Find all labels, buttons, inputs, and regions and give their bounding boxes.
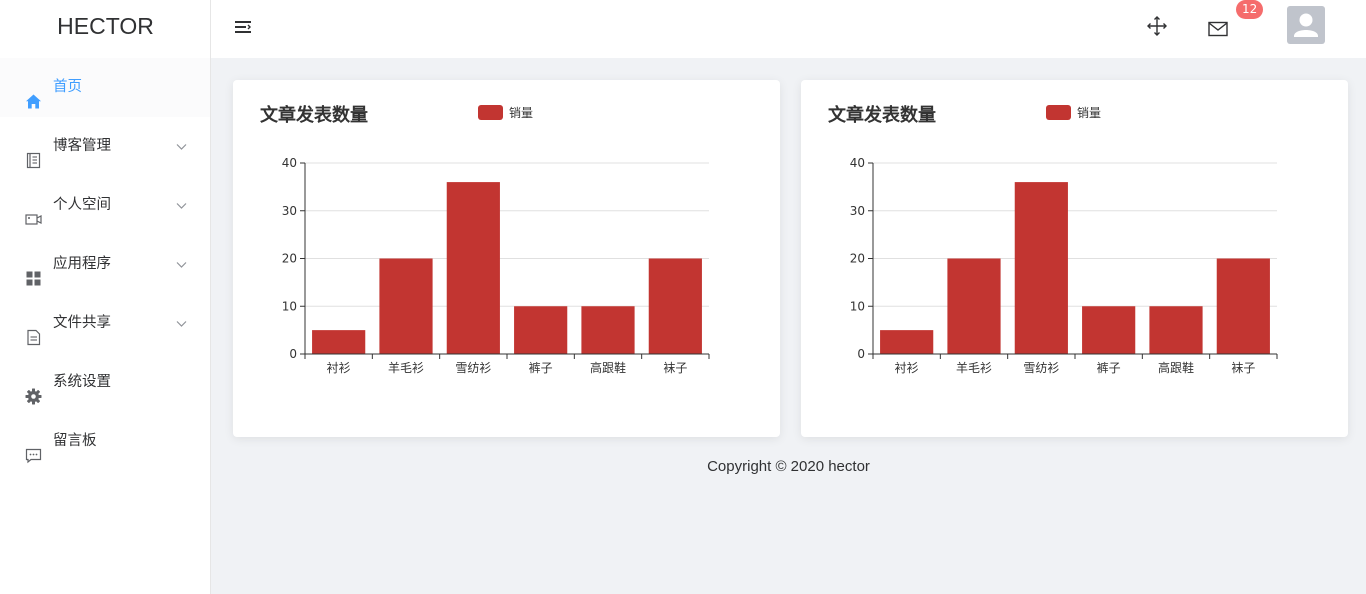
y-tick-label: 20 [850, 252, 865, 266]
bar[interactable] [312, 330, 366, 354]
x-tick-label: 羊毛衫 [388, 360, 424, 375]
bar[interactable] [1014, 182, 1068, 354]
sidebar-item-label: 个人空间 [53, 197, 111, 213]
y-tick-label: 30 [850, 204, 865, 218]
bar[interactable] [1216, 258, 1270, 355]
y-tick-label: 20 [282, 252, 297, 266]
video-camera-icon [25, 195, 42, 225]
sidebar: HECTOR 首页 博客管理 个人空间 应用程序 [0, 0, 211, 594]
x-tick-label: 高跟鞋 [590, 360, 626, 375]
sidebar-item-message-board[interactable]: 留言板 [0, 412, 210, 471]
bar[interactable] [446, 182, 500, 354]
x-tick-label: 高跟鞋 [1158, 360, 1194, 375]
x-tick-label: 衬衫 [895, 361, 919, 375]
top-header: 12 [211, 0, 1366, 58]
bar[interactable] [1149, 306, 1203, 354]
chart-card-2: 文章发表数量 销量 0 10 20 30 40 衬衫 羊毛衫 雪纺衫 裤子 高跟鞋 袜子 [801, 80, 1348, 437]
bar[interactable] [880, 330, 934, 354]
grid-icon [25, 254, 42, 285]
bar[interactable] [1082, 306, 1136, 354]
bar[interactable] [947, 258, 1001, 355]
legend-label: 销量 [1077, 106, 1101, 120]
mail-icon[interactable] [1207, 20, 1229, 38]
x-tick-label: 裤子 [1097, 361, 1121, 375]
gear-icon [25, 372, 42, 404]
sidebar-item-file-sharing[interactable]: 文件共享 [0, 294, 210, 353]
bar-chart: 文章发表数量 销量 0 10 20 30 40 衬衫 羊毛衫 雪纺衫 裤子 高跟鞋 袜子 [828, 104, 1278, 375]
home-icon [25, 77, 42, 108]
x-tick-label: 雪纺衫 [455, 361, 491, 375]
user-avatar-icon[interactable] [1287, 6, 1325, 44]
chart-card-1: 文章发表数量 销量 0 10 20 30 40 衬衫 羊毛衫 雪纺衫 裤子 高跟鞋 袜子 [233, 80, 780, 437]
x-tick-label: 袜子 [663, 361, 687, 375]
y-tick-label: 30 [282, 204, 297, 218]
hamburger-icon[interactable] [233, 17, 253, 37]
sidebar-item-personal-space[interactable]: 个人空间 [0, 176, 210, 235]
x-tick-label: 雪纺衫 [1023, 361, 1059, 375]
sidebar-item-label: 文件共享 [53, 315, 111, 331]
sidebar-item-label: 应用程序 [53, 256, 111, 272]
chart-title: 文章发表数量 [260, 104, 368, 126]
chevron-down-icon [176, 176, 187, 235]
x-tick-label: 羊毛衫 [956, 360, 992, 375]
legend-label: 销量 [509, 106, 533, 120]
bar[interactable] [379, 258, 433, 355]
legend-swatch[interactable] [1046, 105, 1071, 120]
y-tick-label: 10 [282, 299, 297, 313]
sidebar-item-label: 首页 [53, 79, 82, 95]
move-icon[interactable] [1146, 15, 1168, 37]
file-icon [25, 313, 42, 345]
document-icon [25, 136, 42, 168]
y-tick-label: 10 [850, 299, 865, 313]
legend-swatch[interactable] [478, 105, 503, 120]
sidebar-item-system-settings[interactable]: 系统设置 [0, 353, 210, 412]
sidebar-item-applications[interactable]: 应用程序 [0, 235, 210, 294]
chevron-down-icon [176, 117, 187, 176]
chevron-down-icon [176, 235, 187, 294]
footer-copyright: Copyright © 2020 hector [707, 458, 870, 475]
chat-icon [25, 431, 42, 463]
bar[interactable] [581, 306, 635, 354]
y-tick-label: 0 [289, 347, 297, 361]
x-tick-label: 裤子 [529, 361, 553, 375]
sidebar-item-label: 留言板 [53, 433, 97, 449]
sidebar-item-blog-management[interactable]: 博客管理 [0, 117, 210, 176]
x-tick-label: 衬衫 [327, 361, 351, 375]
y-tick-label: 40 [850, 156, 865, 170]
chevron-down-icon [176, 294, 187, 353]
sidebar-item-home[interactable]: 首页 [0, 58, 210, 117]
notification-badge: 12 [1236, 0, 1264, 19]
y-tick-label: 0 [857, 347, 865, 361]
sidebar-menu: 首页 博客管理 个人空间 应用程序 [0, 58, 210, 471]
sidebar-item-label: 博客管理 [53, 138, 111, 154]
x-tick-label: 袜子 [1231, 361, 1255, 375]
app-logo[interactable]: HECTOR [57, 13, 154, 39]
y-tick-label: 40 [282, 156, 297, 170]
bar[interactable] [514, 306, 568, 354]
bar[interactable] [648, 258, 702, 355]
bar-chart: 文章发表数量 销量 0 10 20 30 40 衬衫 羊毛衫 雪纺衫 裤子 高跟鞋 袜子 [260, 104, 710, 375]
sidebar-item-label: 系统设置 [53, 374, 111, 390]
chart-title: 文章发表数量 [828, 104, 936, 126]
